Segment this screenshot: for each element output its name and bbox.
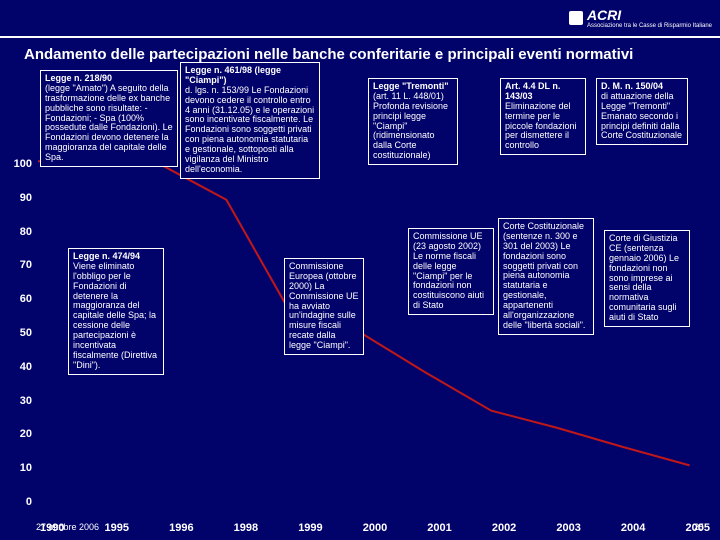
y-tick: 100 [8, 158, 32, 170]
note-body: Corte di Giustizia CE (sentenza gennaio … [609, 234, 685, 323]
y-tick: 10 [8, 462, 32, 474]
note-body: Viene eliminato l'obbligo per le Fondazi… [73, 262, 159, 371]
page-title: Andamento delle partecipazioni nelle ban… [0, 38, 720, 67]
note-dm-150-04: D. M. n. 150/04 di attuazione della Legg… [596, 78, 688, 145]
note-title: Legge n. 474/94 [73, 251, 140, 261]
y-tick: 60 [8, 293, 32, 305]
footer-page: 25 [694, 522, 704, 532]
note-title: Legge "Tremonti" [373, 81, 449, 91]
y-tick: 90 [8, 192, 32, 204]
note-body: Commissione UE (23 agosto 2002) Le norme… [413, 232, 489, 311]
note-title: Legge n. 218/90 [45, 73, 112, 83]
y-tick: 80 [8, 226, 32, 238]
note-ec-2000: Commissione Europea (ottobre 2000) La Co… [284, 258, 364, 355]
y-tick: 30 [8, 395, 32, 407]
x-tick: 2003 [556, 522, 580, 534]
y-tick: 40 [8, 361, 32, 373]
x-tick: 2000 [363, 522, 387, 534]
note-461-98: Legge n. 461/98 (legge "Ciampi") d. lgs.… [180, 62, 320, 179]
y-axis: 1009080706050403020100 [8, 158, 32, 508]
x-tick: 1996 [169, 522, 193, 534]
footer-date: 27 ottobre 2006 [36, 522, 99, 532]
x-axis: 1990199519961998199920002001200220032004… [40, 522, 710, 534]
note-body: Eliminazione del termine per le piccole … [505, 102, 581, 151]
note-tremonti: Legge "Tremonti" (art. 11 L. 448/01) Pro… [368, 78, 458, 165]
y-tick: 20 [8, 428, 32, 440]
note-ue-2002: Commissione UE (23 agosto 2002) Le norme… [408, 228, 494, 315]
x-tick: 1999 [298, 522, 322, 534]
x-tick: 2002 [492, 522, 516, 534]
note-body: d. lgs. n. 153/99 Le Fondazioni devono c… [185, 86, 315, 175]
note-title: Legge n. 461/98 (legge "Ciampi") [185, 65, 281, 85]
plot: Legge n. 218/90 (legge "Amato") A seguit… [38, 68, 710, 514]
y-tick: 50 [8, 327, 32, 339]
note-218-90: Legge n. 218/90 (legge "Amato") A seguit… [40, 70, 178, 167]
x-tick: 2004 [621, 522, 645, 534]
note-body: di attuazione della Legge "Tremonti" Ema… [601, 92, 683, 141]
note-body: (art. 11 L. 448/01) Profonda revisione p… [373, 92, 453, 161]
note-title: Art. 4.4 DL n. 143/03 [505, 81, 560, 101]
y-tick: 70 [8, 259, 32, 271]
x-tick: 1998 [234, 522, 258, 534]
note-cgce-2006: Corte di Giustizia CE (sentenza gennaio … [604, 230, 690, 327]
x-tick: 2001 [427, 522, 451, 534]
note-body: (legge "Amato") A seguito della trasform… [45, 84, 173, 163]
logo-mark-icon [569, 11, 583, 25]
note-body: Commissione Europea (ottobre 2000) La Co… [289, 262, 359, 351]
y-tick: 0 [8, 496, 32, 508]
logo-main: ACRI [587, 7, 621, 23]
note-corte-cost: Corte Costituzionale (sentenze n. 300 e … [498, 218, 594, 335]
chart-area: 1009080706050403020100 Legge n. 218/90 (… [0, 68, 720, 540]
header: ACRI Associazione tra le Casse di Rispar… [0, 0, 720, 38]
note-title: D. M. n. 150/04 [601, 81, 663, 91]
logo: ACRI Associazione tra le Casse di Rispar… [569, 7, 712, 29]
x-tick: 1995 [105, 522, 129, 534]
note-474-94: Legge n. 474/94 Viene eliminato l'obblig… [68, 248, 164, 375]
note-body: Corte Costituzionale (sentenze n. 300 e … [503, 222, 589, 331]
logo-sub: Associazione tra le Casse di Risparmio I… [587, 23, 712, 29]
note-dl-143-03: Art. 4.4 DL n. 143/03 Eliminazione del t… [500, 78, 586, 155]
